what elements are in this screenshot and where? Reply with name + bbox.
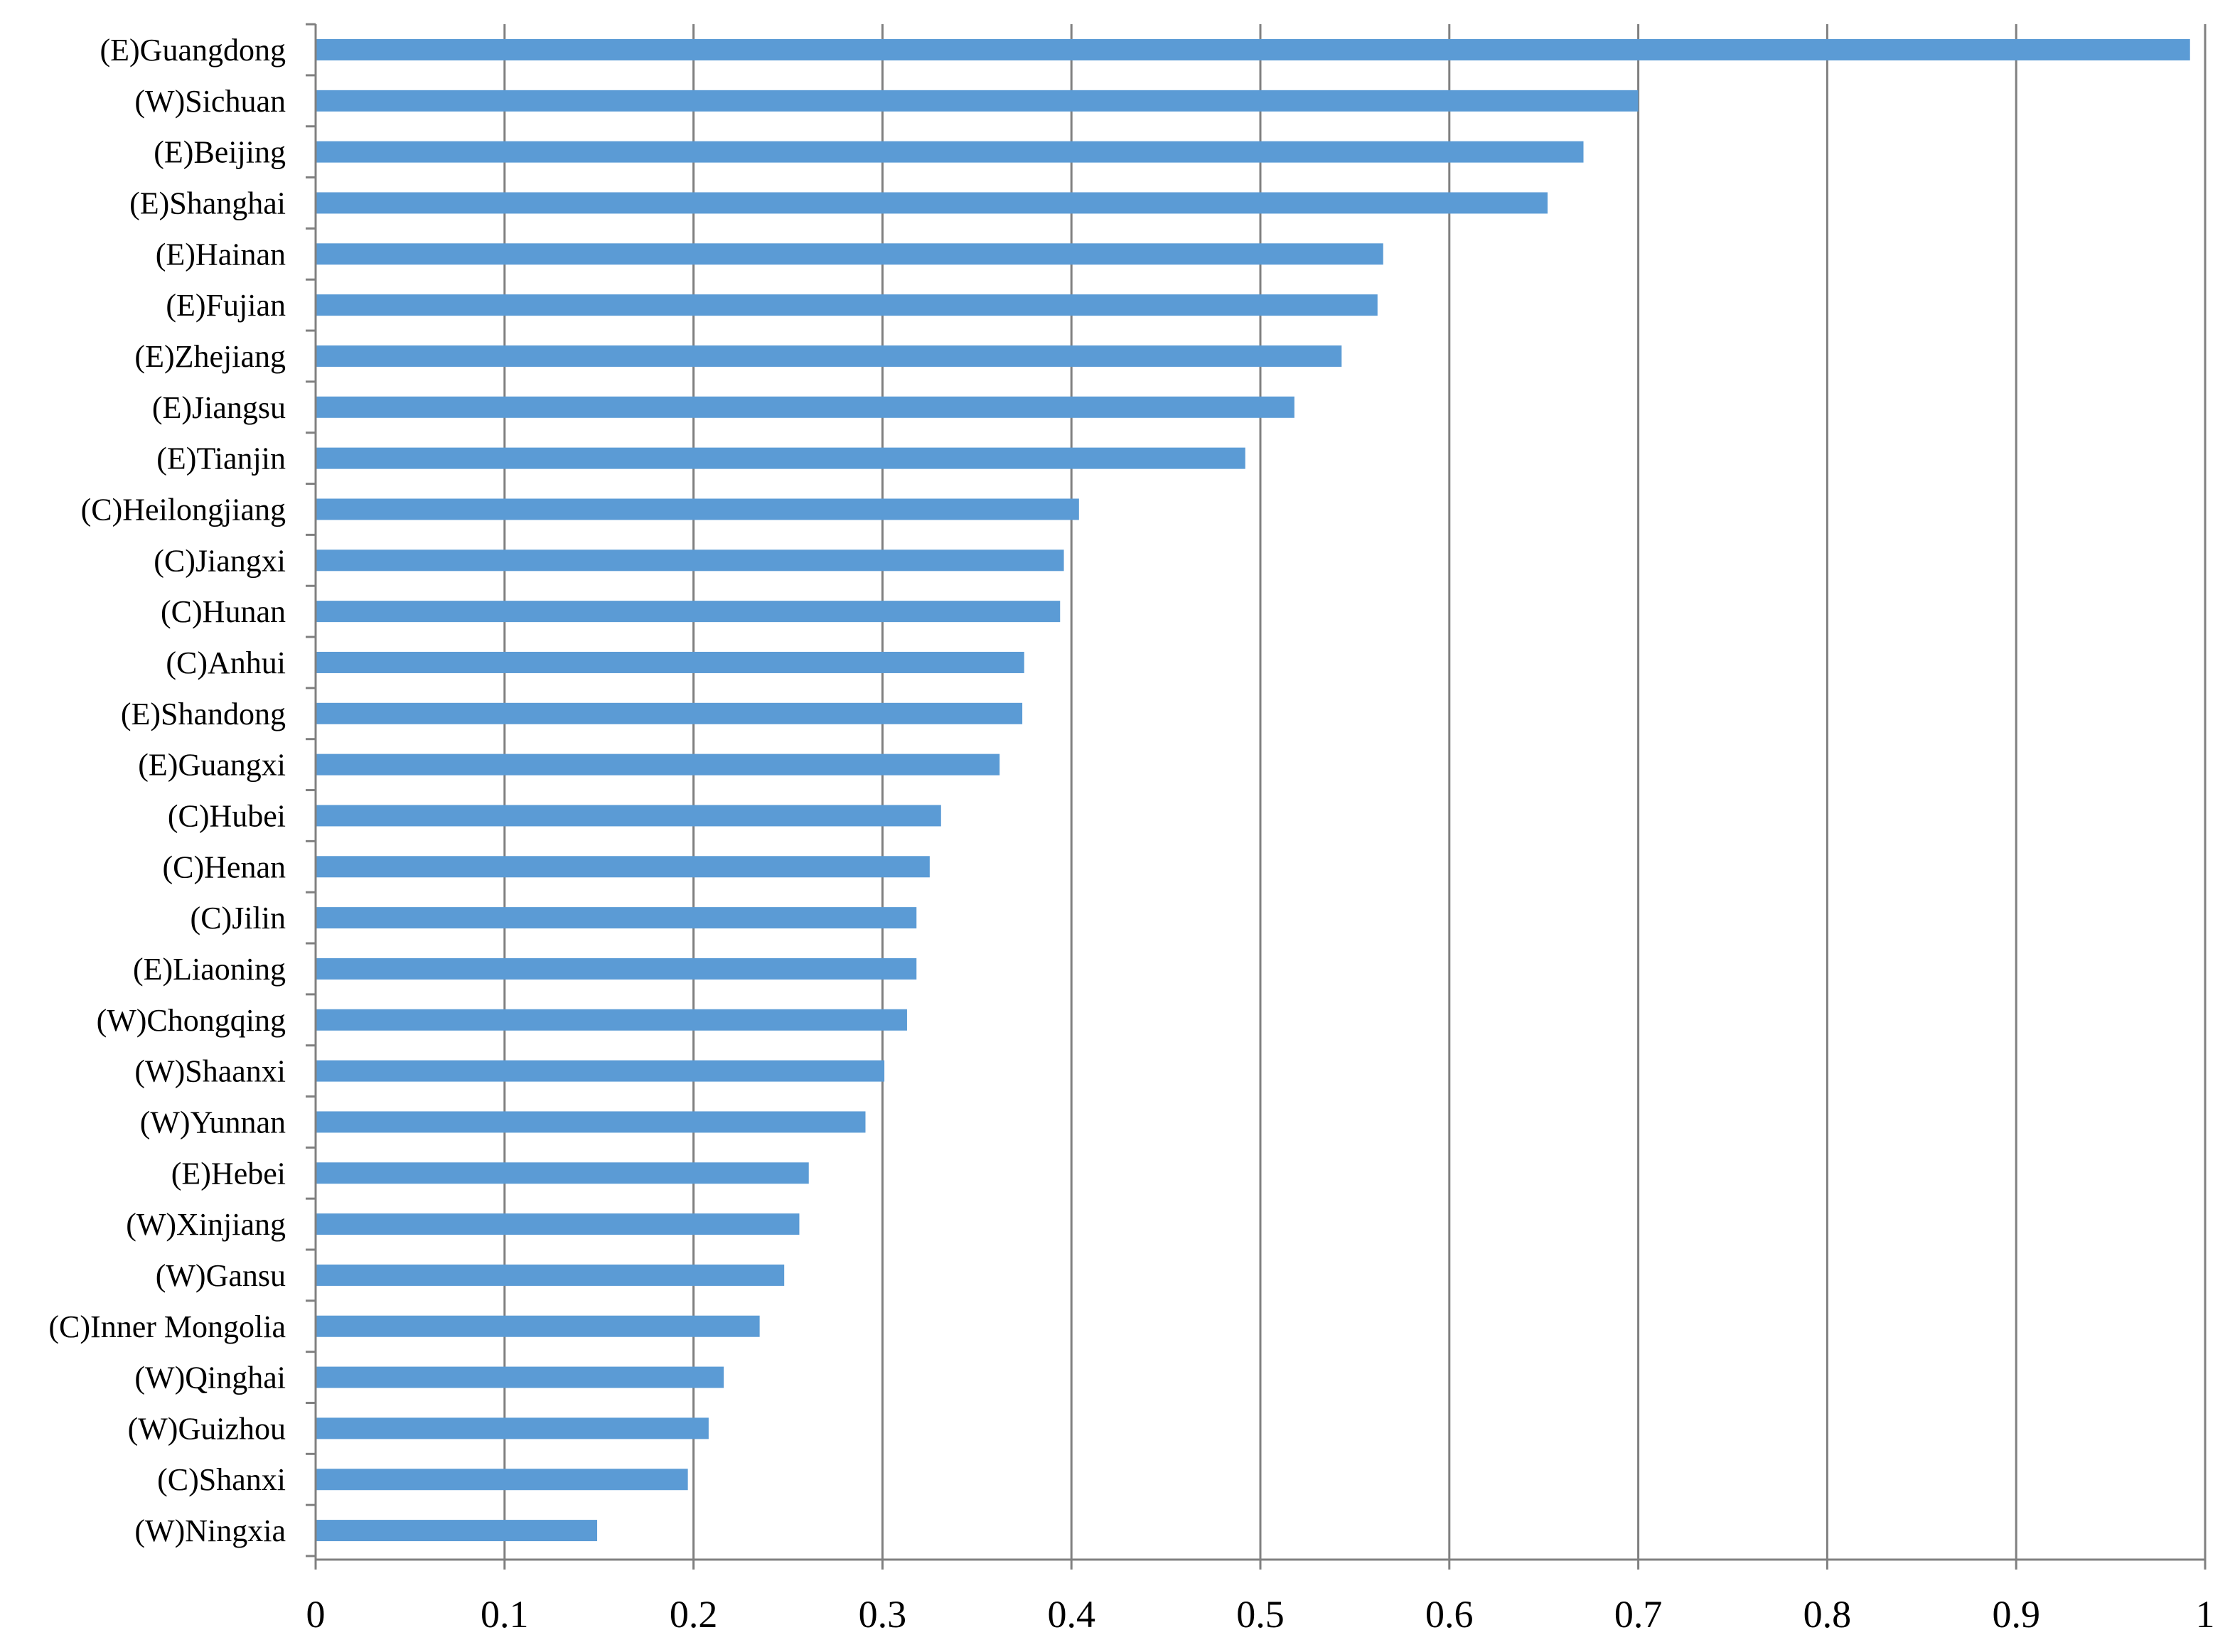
bar xyxy=(316,1162,809,1184)
bar xyxy=(316,958,917,980)
x-tick-labels: 0 0.1 0.2 0.3 0.4 0.5 0.6 0.7 0.8 0.9 1 xyxy=(306,1593,2215,1636)
bar xyxy=(316,1009,907,1031)
bar xyxy=(316,141,1584,163)
x-tick-label: 0.6 xyxy=(1425,1593,1474,1636)
category-labels: (E)Guangdong (W)Sichuan (E)Beijing (E)Shang… xyxy=(48,33,286,1548)
category-label: (W)Guizhou xyxy=(128,1411,286,1446)
x-tick-label: 1 xyxy=(2196,1593,2215,1636)
bar xyxy=(316,601,1061,623)
category-label: (E)Beijing xyxy=(154,135,286,170)
category-label: (E)Shandong xyxy=(121,697,286,731)
category-label: (C)Shanxi xyxy=(157,1462,286,1497)
category-label: (W)Chongqing xyxy=(97,1003,286,1038)
bar xyxy=(316,90,1639,112)
grid-layer xyxy=(503,24,2207,1560)
x-tick-label: 0.5 xyxy=(1236,1593,1285,1636)
bar xyxy=(316,192,1548,214)
bar xyxy=(316,1264,785,1286)
category-label: (C)Henan xyxy=(163,849,286,884)
bar xyxy=(316,805,941,827)
category-label: (C)Heilongjiang xyxy=(81,492,286,527)
category-label: (C)Anhui xyxy=(166,645,286,680)
category-label: (E)Guangdong xyxy=(100,33,286,68)
bar xyxy=(316,702,1023,724)
category-label: (W)Gansu xyxy=(156,1258,286,1293)
bar xyxy=(316,1060,885,1082)
category-label: (C)Jilin xyxy=(191,901,286,935)
category-label: (W)Yunnan xyxy=(140,1105,286,1139)
bar xyxy=(316,1366,724,1388)
bars-layer xyxy=(316,39,2190,1542)
bar xyxy=(316,447,1245,469)
bar xyxy=(316,1520,598,1542)
category-label: (E)Shanghai xyxy=(129,186,286,220)
bar xyxy=(316,1417,709,1439)
category-label: (W)Ningxia xyxy=(134,1513,286,1548)
category-label: (W)Xinjiang xyxy=(126,1207,286,1242)
category-label: (E)Hebei xyxy=(171,1156,286,1191)
bar xyxy=(316,345,1342,367)
category-label: (E)Fujian xyxy=(166,288,286,323)
bar xyxy=(316,294,1378,316)
x-tick-label: 0.9 xyxy=(1992,1593,2040,1636)
x-tick-label: 0 xyxy=(306,1593,326,1636)
x-tick-label: 0.2 xyxy=(670,1593,718,1636)
category-label: (W)Sichuan xyxy=(134,84,286,119)
category-label: (W)Qinghai xyxy=(134,1361,286,1395)
bar xyxy=(316,753,1000,776)
category-label: (E)Guangxi xyxy=(138,748,286,783)
bar xyxy=(316,1111,866,1133)
x-tick-label: 0.8 xyxy=(1803,1593,1852,1636)
category-label: (E)Tianjin xyxy=(156,441,286,476)
category-label: (C)Hunan xyxy=(161,594,286,629)
category-label: (W)Shaanxi xyxy=(134,1054,286,1089)
bar xyxy=(316,1469,688,1491)
category-label: (E)Hainan xyxy=(156,237,286,272)
x-tick-label: 0.7 xyxy=(1614,1593,1663,1636)
x-tick-label: 0.1 xyxy=(481,1593,529,1636)
bar xyxy=(316,549,1064,572)
axis-layer xyxy=(306,23,2207,1570)
category-label: (C)Inner Mongolia xyxy=(48,1309,286,1344)
bar xyxy=(316,243,1383,265)
category-label: (E)Zhejiang xyxy=(134,339,286,374)
bar xyxy=(316,396,1294,418)
bar xyxy=(316,907,917,929)
category-label: (C)Hubei xyxy=(168,798,286,833)
bar xyxy=(316,1315,760,1337)
category-label: (E)Liaoning xyxy=(133,952,286,987)
bar xyxy=(316,856,930,878)
bar xyxy=(316,1213,800,1235)
bar xyxy=(316,498,1079,520)
bar xyxy=(316,651,1024,673)
x-tick-label: 0.4 xyxy=(1047,1593,1095,1636)
category-label: (C)Jiangxi xyxy=(154,543,286,578)
bar xyxy=(316,39,2190,60)
category-label: (E)Jiangsu xyxy=(152,390,286,425)
x-tick-label: 0.3 xyxy=(859,1593,907,1636)
